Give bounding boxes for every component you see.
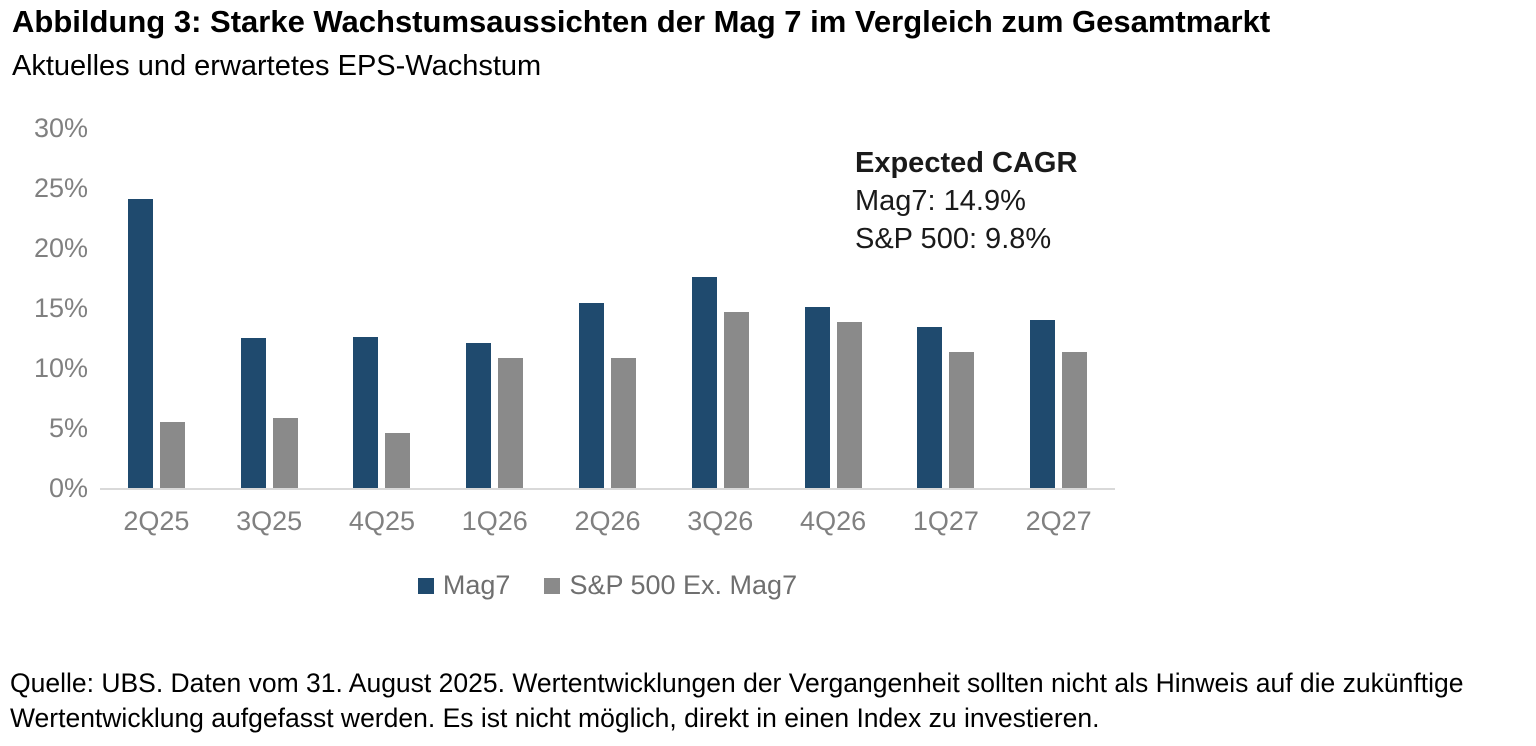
y-tick-label: 30%	[33, 112, 88, 143]
y-axis: 0% 5% 10% 15% 20% 25% 30%	[0, 114, 88, 501]
bar-group-1q26	[438, 128, 551, 488]
y-tick-label: 15%	[33, 292, 88, 323]
bar-mag7-2q26	[579, 303, 605, 488]
x-axis-label-3q25: 3Q25	[236, 506, 303, 536]
x-axis-label-3q26: 3Q26	[687, 506, 754, 536]
bar-group-4q26	[777, 128, 890, 488]
bar-mag7-1q27	[917, 327, 943, 488]
bar-s-p-500-ex-mag7-1q27	[949, 352, 975, 488]
legend-swatch-mag7	[417, 577, 434, 594]
bar-groups	[100, 128, 1115, 488]
bar-group-2q26	[551, 128, 664, 488]
bar-group-4q25	[326, 128, 439, 488]
x-axis-label-4q25: 4Q25	[348, 506, 415, 536]
chart-legend: Mag7 S&P 500 Ex. Mag7	[100, 570, 1115, 601]
legend-label-s-p-500-ex-mag7: S&P 500 Ex. Mag7	[569, 570, 798, 600]
y-tick-label: 10%	[33, 352, 88, 383]
bar-s-p-500-ex-mag7-2q25	[159, 422, 185, 488]
figure-title: Abbildung 3: Starke Wachstumsaussichten …	[12, 4, 1271, 39]
x-axis-label-2q25: 2Q25	[123, 506, 190, 536]
cagr-annotation-sp500: S&P 500: 9.8%	[855, 223, 1052, 255]
cagr-annotation: Expected CAGR Mag7: 14.9% S&P 500: 9.8%	[855, 144, 1077, 258]
y-tick-label: 25%	[33, 172, 88, 203]
cagr-annotation-title: Expected CAGR	[855, 147, 1078, 179]
bar-mag7-4q26	[804, 306, 830, 488]
bar-group-3q25	[213, 128, 326, 488]
chart-plot-area	[100, 128, 1115, 490]
y-tick-label: 0%	[48, 472, 88, 503]
x-axis: 2Q25 3Q25 4Q25 1Q26 2Q26 3Q26 4Q26 1Q27 2Q27	[100, 506, 1115, 537]
bar-group-2q27	[1002, 128, 1115, 488]
bar-s-p-500-ex-mag7-2q27	[1062, 352, 1088, 488]
legend-item-s-p-500-ex-mag7: S&P 500 Ex. Mag7	[544, 570, 797, 601]
legend-label-mag7: Mag7	[442, 570, 511, 600]
bar-s-p-500-ex-mag7-3q26	[723, 311, 749, 488]
legend-swatch-s-p-500-ex-mag7	[544, 577, 561, 594]
bar-mag7-3q26	[691, 276, 717, 488]
y-tick-label: 20%	[33, 232, 88, 263]
bar-group-3q26	[664, 128, 777, 488]
x-axis-label-4q26: 4Q26	[800, 506, 867, 536]
bar-s-p-500-ex-mag7-4q25	[385, 432, 411, 488]
figure-subtitle: Aktuelles und erwartetes EPS-Wachstum	[12, 50, 542, 82]
legend-item-mag7: Mag7	[417, 570, 511, 601]
bar-mag7-4q25	[353, 336, 379, 488]
bar-s-p-500-ex-mag7-1q26	[498, 358, 524, 488]
cagr-annotation-mag7: Mag7: 14.9%	[855, 185, 1026, 217]
bar-mag7-2q27	[1030, 320, 1056, 488]
bar-group-2q25	[100, 128, 213, 488]
x-axis-label-1q26: 1Q26	[461, 506, 528, 536]
bar-mag7-2q25	[127, 198, 153, 488]
bar-s-p-500-ex-mag7-2q26	[611, 358, 637, 488]
bar-mag7-1q26	[466, 342, 492, 488]
bar-s-p-500-ex-mag7-4q26	[836, 322, 862, 488]
bar-mag7-3q25	[240, 338, 266, 488]
source-note: Quelle: UBS. Daten vom 31. August 2025. …	[10, 668, 1464, 733]
y-tick-label: 5%	[48, 412, 88, 443]
bar-s-p-500-ex-mag7-3q25	[272, 418, 298, 488]
x-axis-label-2q27: 2Q27	[1025, 506, 1092, 536]
x-axis-label-2q26: 2Q26	[574, 506, 641, 536]
x-axis-label-1q27: 1Q27	[912, 506, 979, 536]
bar-group-1q27	[889, 128, 1002, 488]
